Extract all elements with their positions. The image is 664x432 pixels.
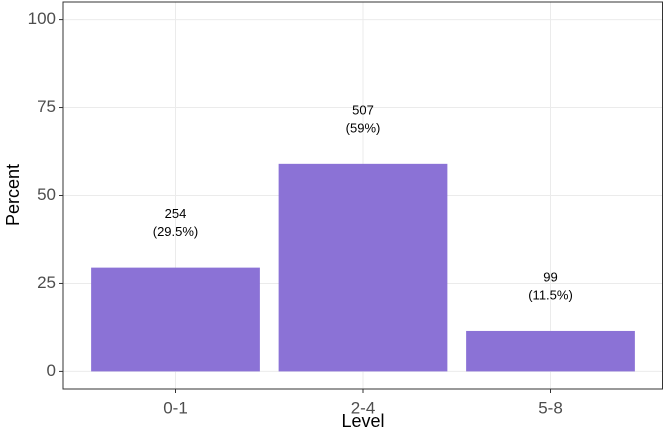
y-tick-label: 75 [37,97,56,116]
panel-border [62,1,663,390]
value-label: (11.5%) [528,287,573,302]
bar [278,163,448,372]
x-tick-label: 0-1 [163,398,188,417]
value-label: (59%) [346,120,381,135]
y-tick-label: 50 [37,185,56,204]
y-tick-label: 25 [37,273,56,292]
count-label: 99 [543,269,557,284]
count-label: 254 [165,206,187,221]
y-tick-label: 0 [47,361,56,380]
bar [466,330,635,372]
count-label: 507 [352,102,374,117]
y-tick-label: 100 [28,9,56,28]
x-tick-label: 5-8 [538,398,563,417]
x-axis-title: Level [341,411,384,431]
value-label: (29.5%) [153,224,199,239]
bar [91,267,260,372]
x-tick-label: 2-4 [351,398,376,417]
y-axis-title: Percent [3,164,23,226]
